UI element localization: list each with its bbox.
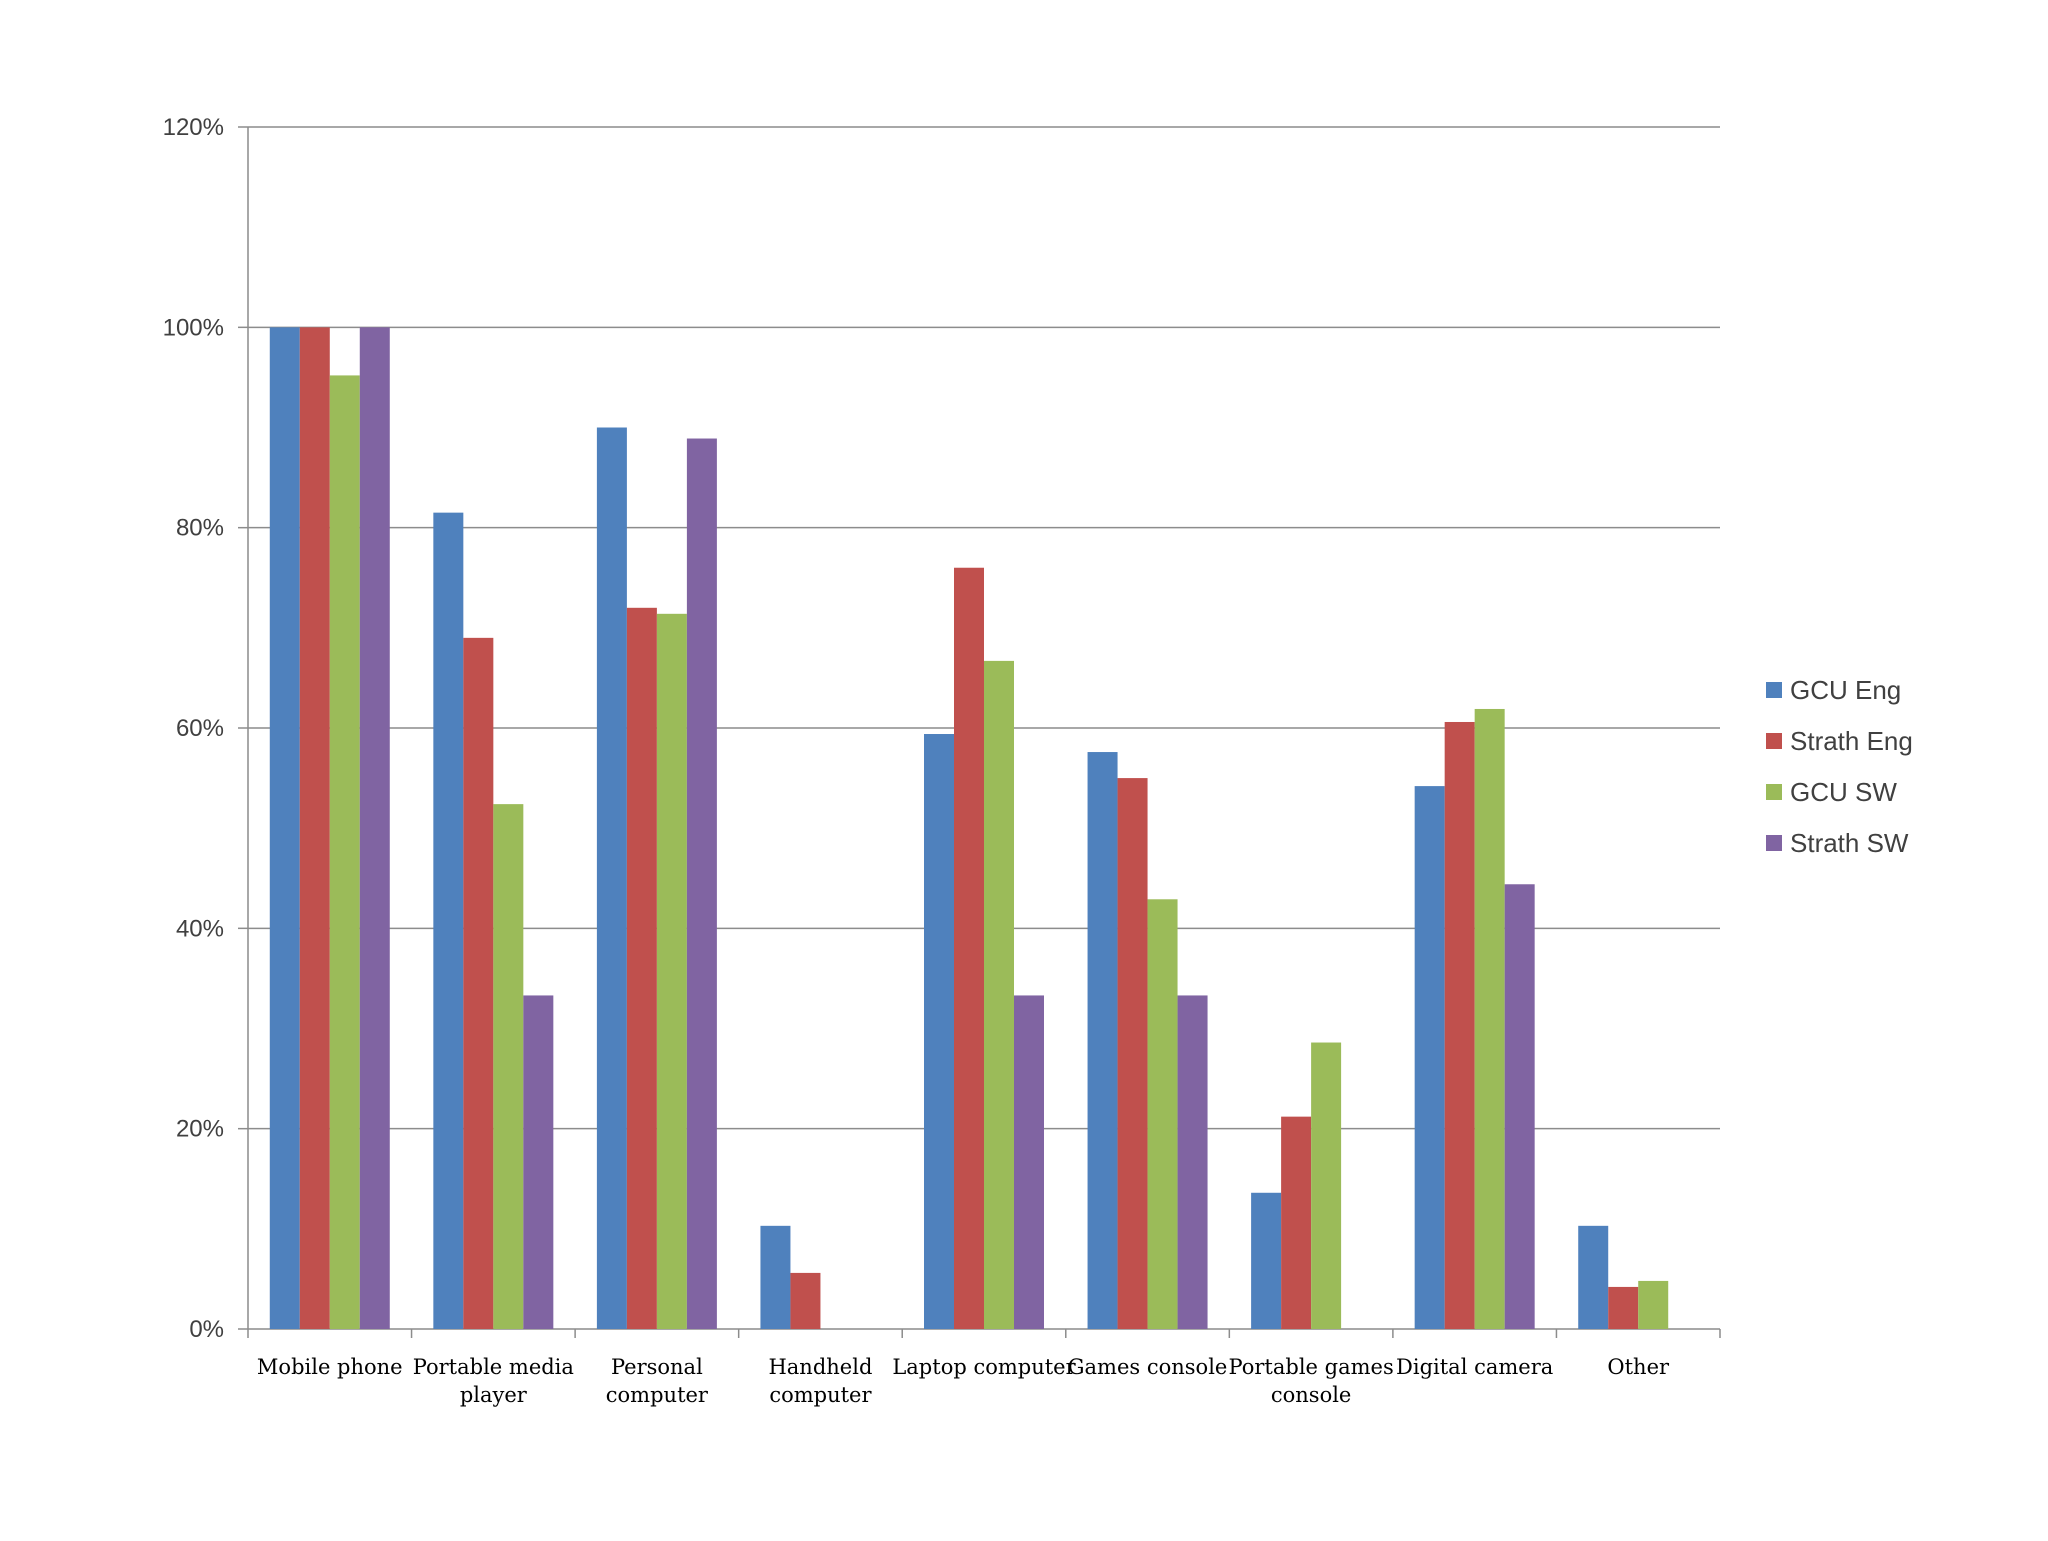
bar-4-3: [686, 438, 717, 1330]
x-tick-label: Digital camera: [1396, 1355, 1553, 1379]
bar-4-5: [1014, 995, 1044, 1329]
bar-2-8: [1444, 721, 1475, 1329]
legend-label: Strath SW: [1790, 828, 1909, 858]
legend-swatch: [1766, 835, 1782, 851]
legend-label: Strath Eng: [1790, 726, 1913, 756]
bar-4-6: [1177, 995, 1208, 1329]
y-tick-label: 60%: [176, 715, 224, 742]
bar-2-9: [1608, 1286, 1639, 1329]
y-axis-ticks: 0% 20% 40% 60% 80% 100% 120%: [163, 114, 224, 1343]
bar-2-4: [790, 1272, 821, 1329]
bar-1-5: [924, 734, 954, 1329]
x-tick-label: Personal computer: [606, 1355, 709, 1407]
bar-3-1: [329, 375, 360, 1329]
bar-1-7: [1251, 1192, 1282, 1329]
y-tick-label: 80%: [176, 515, 224, 542]
bar-1-2: [433, 512, 464, 1329]
bar-1-6: [1087, 752, 1118, 1329]
legend-label: GCU SW: [1790, 777, 1897, 807]
bar-3-2: [493, 804, 524, 1329]
bar-3-6: [1147, 899, 1178, 1329]
bar-1-1: [269, 327, 300, 1329]
legend-label: GCU Eng: [1790, 675, 1901, 705]
bar-2-2: [463, 637, 494, 1329]
x-tick-label: Portable media player: [413, 1355, 574, 1407]
y-tick-label: 120%: [163, 114, 224, 141]
bar-1-3: [596, 427, 627, 1329]
legend: GCU Eng Strath Eng GCU SW Strath SW: [1766, 675, 1913, 858]
bar-3-5: [984, 660, 1014, 1329]
x-axis-ticks: Mobile phone Portable media player Personal…: [257, 1355, 1670, 1407]
bars: [269, 327, 1669, 1330]
bar-3-9: [1638, 1280, 1669, 1329]
bar-2-1: [299, 327, 330, 1329]
bar-3-8: [1474, 708, 1505, 1329]
bar-2-7: [1281, 1116, 1312, 1329]
x-tick-label: Laptop computer: [892, 1355, 1076, 1379]
y-tick-label: 20%: [176, 1116, 224, 1143]
bar-1-9: [1578, 1225, 1609, 1329]
bar-2-3: [626, 607, 657, 1329]
bar-4-8: [1504, 884, 1535, 1329]
bar-2-5: [954, 567, 984, 1329]
legend-swatch: [1766, 784, 1782, 800]
legend-swatch: [1766, 733, 1782, 749]
bar-3-3: [656, 613, 687, 1329]
x-tick-label: Mobile phone: [257, 1355, 403, 1379]
legend-swatch: [1766, 682, 1782, 698]
y-tick-label: 100%: [163, 314, 224, 341]
x-tick-label: Other: [1607, 1355, 1670, 1379]
bar-4-1: [359, 327, 390, 1329]
bar-1-4: [760, 1225, 791, 1329]
x-tick-label: Handheld computer: [768, 1355, 872, 1407]
bar-4-2: [523, 995, 554, 1329]
bar-3-7: [1311, 1042, 1342, 1329]
bar-2-6: [1117, 778, 1148, 1329]
x-tick-label: Games console: [1068, 1355, 1228, 1379]
x-tick-label: Portable games console: [1228, 1355, 1393, 1407]
y-tick-label: 0%: [189, 1316, 224, 1343]
y-tick-label: 40%: [176, 915, 224, 942]
bar-1-8: [1414, 786, 1445, 1329]
